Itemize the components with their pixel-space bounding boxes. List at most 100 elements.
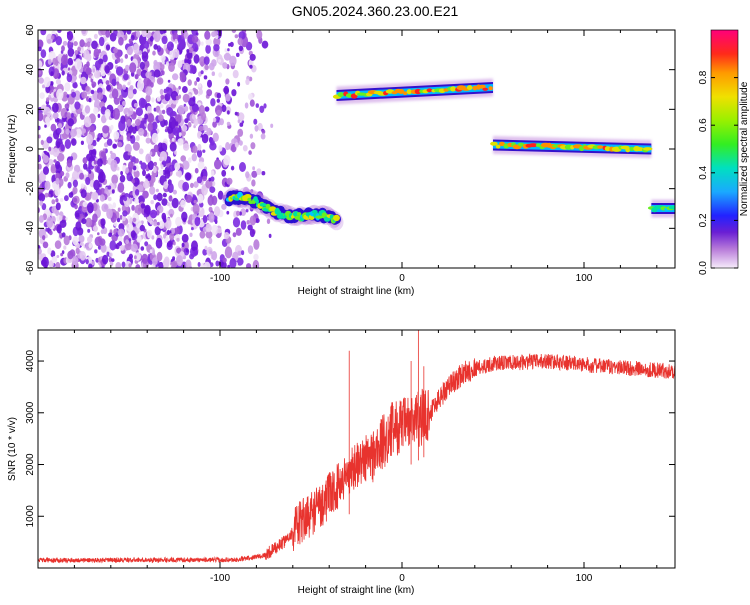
scatter-speck bbox=[111, 88, 119, 99]
scatter-speck bbox=[139, 224, 145, 232]
scatter-speck bbox=[160, 54, 166, 62]
scatter-speck bbox=[56, 118, 60, 122]
spectrogram-content bbox=[38, 30, 675, 268]
scatter-speck bbox=[162, 60, 165, 65]
scatter-speck bbox=[193, 181, 199, 188]
scatter-speck bbox=[113, 47, 118, 54]
scatter-speck bbox=[102, 125, 110, 134]
scatter-speck bbox=[116, 166, 120, 171]
scatter-speck bbox=[253, 239, 260, 250]
scatter-speck bbox=[128, 161, 134, 171]
scatter-speck bbox=[40, 104, 47, 112]
scatter-speck bbox=[216, 109, 222, 116]
scatter-speck bbox=[117, 228, 125, 237]
y-tick-label: 0 bbox=[25, 146, 36, 152]
scatter-speck bbox=[169, 142, 177, 152]
scatter-speck bbox=[232, 232, 237, 238]
scatter-speck bbox=[129, 135, 133, 139]
scatter-speck bbox=[86, 41, 91, 48]
scatter-speck bbox=[111, 189, 115, 194]
scatter-speck bbox=[170, 265, 175, 268]
scatter-speck bbox=[104, 109, 111, 118]
scatter-speck bbox=[172, 73, 179, 81]
scatter-speck bbox=[56, 128, 62, 134]
scatter-speck bbox=[119, 174, 126, 183]
scatter-speck bbox=[176, 255, 183, 267]
scatter-speck bbox=[162, 192, 167, 198]
scatter-speck bbox=[250, 142, 256, 150]
scatter-speck bbox=[163, 181, 169, 190]
scatter-speck bbox=[100, 243, 107, 253]
scatter-speck bbox=[173, 48, 180, 58]
scatter-speck bbox=[134, 189, 140, 196]
scatter-speck bbox=[249, 133, 254, 139]
scatter-speck bbox=[128, 38, 133, 44]
scatter-speck bbox=[125, 239, 129, 244]
scatter-speck bbox=[212, 121, 218, 128]
band-blob bbox=[466, 85, 473, 91]
scatter-speck bbox=[128, 253, 133, 260]
band-blob bbox=[259, 203, 267, 207]
scatter-speck bbox=[193, 199, 197, 204]
scatter-speck bbox=[91, 191, 99, 201]
scatter-speck bbox=[204, 106, 210, 112]
scatter-speck bbox=[106, 251, 110, 257]
scatter-speck bbox=[62, 40, 68, 46]
scatter-speck bbox=[91, 81, 97, 88]
scatter-speck bbox=[90, 149, 97, 158]
scatter-speck bbox=[213, 37, 221, 47]
scatter-speck bbox=[117, 182, 125, 193]
scatter-speck bbox=[86, 134, 93, 145]
scatter-speck bbox=[65, 217, 68, 221]
scatter-speck bbox=[96, 137, 100, 142]
scatter-speck bbox=[127, 151, 131, 156]
scatter-speck bbox=[133, 103, 138, 108]
scatter-speck bbox=[94, 249, 98, 254]
scatter-speck bbox=[38, 70, 41, 75]
scatter-speck bbox=[249, 228, 255, 238]
scatter-speck bbox=[145, 137, 151, 144]
band-blob bbox=[668, 205, 675, 210]
scatter-speck bbox=[79, 39, 85, 48]
scatter-speck bbox=[201, 133, 209, 144]
scatter-speck bbox=[137, 195, 145, 204]
scatter-speck bbox=[117, 30, 125, 40]
band-blob bbox=[528, 143, 538, 148]
scatter-speck bbox=[234, 111, 238, 116]
scatter-speck bbox=[117, 141, 123, 148]
scatter-speck bbox=[240, 220, 247, 230]
scatter-speck bbox=[153, 69, 161, 78]
scatter-speck bbox=[96, 158, 103, 167]
scatter-speck bbox=[142, 190, 149, 199]
scatter-speck bbox=[237, 250, 242, 256]
scatter-speck bbox=[88, 125, 95, 133]
scatter-speck bbox=[147, 122, 154, 132]
scatter-speck bbox=[170, 213, 173, 218]
colorbar-tick-label: 0.4 bbox=[698, 165, 709, 179]
scatter-speck bbox=[238, 31, 246, 40]
scatter-speck bbox=[146, 79, 152, 87]
scatter-speck bbox=[166, 107, 174, 116]
scatter-speck bbox=[76, 54, 80, 58]
scatter-speck bbox=[60, 144, 65, 152]
spectrogram-y-label: Frequency (Hz) bbox=[7, 115, 18, 184]
scatter-speck bbox=[46, 216, 54, 229]
scatter-speck bbox=[147, 113, 155, 123]
scatter-speck bbox=[239, 122, 244, 127]
scatter-speck bbox=[249, 64, 253, 69]
scatter-speck bbox=[229, 55, 237, 67]
scatter-speck bbox=[153, 59, 158, 66]
scatter-speck bbox=[93, 70, 101, 79]
scatter-speck bbox=[98, 36, 105, 47]
scatter-speck bbox=[82, 201, 88, 208]
scatter-speck bbox=[96, 166, 101, 173]
y-tick-label: 20 bbox=[25, 103, 36, 115]
scatter-speck bbox=[92, 68, 95, 73]
scatter-speck bbox=[223, 52, 231, 61]
scatter-speck bbox=[197, 131, 202, 137]
scatter-speck bbox=[141, 51, 149, 62]
y-tick-label: -40 bbox=[25, 221, 36, 236]
scatter-speck bbox=[166, 41, 174, 51]
scatter-speck bbox=[44, 124, 47, 128]
